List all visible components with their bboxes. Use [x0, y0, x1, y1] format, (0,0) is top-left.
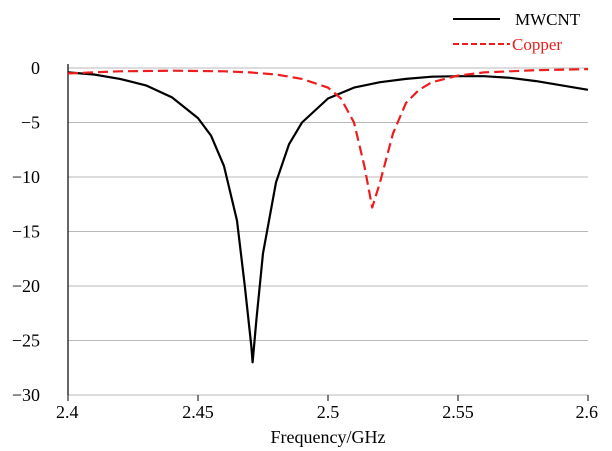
series-line-mwcnt: [67, 71, 589, 364]
tick-labels: 0 −5 −10 −15 −20 −25 −30 2.4 2.45 2.5 2.55 2.6: [12, 58, 598, 422]
x-tick-label: 2.5: [317, 402, 340, 422]
x-tick-label: 2.45: [182, 402, 214, 422]
x-tick-label: 2.6: [576, 402, 599, 422]
y-tick-label: −25: [12, 331, 40, 351]
x-tick-label: 2.55: [442, 402, 474, 422]
x-axis-title: Frequency/GHz: [271, 427, 386, 447]
x-tick-label: 2.4: [56, 402, 79, 422]
legend: MWCNT Copper: [453, 10, 581, 54]
axes: [67, 64, 589, 401]
y-tick-label: −5: [21, 113, 40, 133]
series-lines: [67, 68, 589, 364]
y-tick-label: −20: [12, 276, 40, 296]
legend-label-copper: Copper: [512, 35, 562, 54]
y-tick-label: −10: [12, 167, 40, 187]
y-tick-label: −15: [12, 222, 40, 242]
y-tick-label: 0: [31, 58, 40, 78]
legend-label-mwcnt: MWCNT: [515, 10, 581, 29]
series-line-copper: [67, 68, 589, 209]
y-tick-label: −30: [12, 385, 40, 405]
grid: [68, 67, 588, 396]
